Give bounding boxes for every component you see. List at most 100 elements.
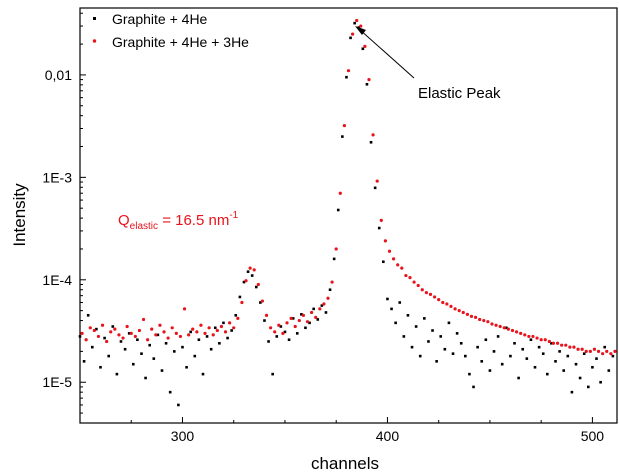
data-point bbox=[91, 346, 94, 349]
data-point bbox=[216, 329, 219, 332]
data-point bbox=[142, 318, 145, 321]
y-tick-label: 1E-5 bbox=[42, 374, 72, 390]
data-point bbox=[183, 307, 186, 310]
data-point bbox=[325, 311, 328, 314]
y-tick-label: 0,01 bbox=[45, 67, 72, 83]
data-point bbox=[431, 329, 434, 332]
data-point bbox=[87, 314, 90, 317]
data-point bbox=[83, 360, 86, 363]
data-point bbox=[444, 348, 447, 351]
data-point bbox=[517, 377, 520, 380]
data-point bbox=[603, 346, 606, 349]
data-point bbox=[374, 187, 377, 190]
data-point bbox=[485, 338, 488, 341]
data-point bbox=[173, 350, 176, 353]
data-point bbox=[552, 342, 555, 345]
data-point bbox=[415, 325, 418, 328]
data-point bbox=[230, 329, 233, 332]
data-point bbox=[121, 336, 124, 339]
data-point bbox=[214, 326, 217, 329]
data-point bbox=[386, 298, 389, 301]
data-point bbox=[589, 350, 592, 353]
data-point bbox=[244, 279, 247, 282]
data-point bbox=[222, 322, 225, 325]
data-point bbox=[253, 268, 256, 271]
data-point bbox=[421, 288, 424, 291]
data-point bbox=[480, 360, 483, 363]
data-point bbox=[239, 296, 242, 299]
data-point bbox=[425, 291, 428, 294]
data-point bbox=[226, 337, 229, 340]
q-base: Q bbox=[118, 212, 130, 229]
data-point bbox=[367, 78, 370, 81]
data-point bbox=[148, 344, 151, 347]
data-point bbox=[224, 330, 227, 333]
data-point bbox=[152, 357, 155, 360]
data-point bbox=[609, 352, 612, 355]
data-point bbox=[306, 320, 309, 323]
data-point bbox=[544, 338, 547, 341]
data-point bbox=[353, 22, 356, 25]
data-point bbox=[575, 363, 578, 366]
data-point bbox=[571, 391, 574, 394]
data-point bbox=[460, 342, 463, 345]
data-point bbox=[220, 325, 223, 328]
data-point bbox=[493, 350, 496, 353]
data-point bbox=[437, 298, 440, 301]
data-point bbox=[382, 260, 385, 263]
data-point bbox=[126, 325, 129, 328]
legend-marker-graphite-4he bbox=[93, 17, 96, 20]
data-point bbox=[116, 373, 119, 376]
data-point bbox=[448, 322, 451, 325]
data-point bbox=[97, 335, 100, 338]
data-point bbox=[179, 335, 182, 338]
data-point bbox=[199, 324, 202, 327]
data-point bbox=[79, 335, 82, 338]
data-point bbox=[476, 346, 479, 349]
data-point bbox=[583, 352, 586, 355]
data-point bbox=[591, 366, 594, 369]
data-point bbox=[452, 352, 455, 355]
data-point bbox=[326, 297, 329, 300]
legend: Graphite + 4He Graphite + 4He + 3He bbox=[93, 11, 249, 50]
data-point bbox=[519, 332, 522, 335]
data-point bbox=[296, 332, 299, 335]
data-point bbox=[556, 342, 559, 345]
data-point bbox=[175, 332, 178, 335]
data-point bbox=[298, 319, 301, 322]
data-point bbox=[380, 219, 383, 222]
legend-label-graphite-4he-3he: Graphite + 4He + 3He bbox=[112, 34, 249, 50]
data-point bbox=[335, 247, 338, 250]
data-point bbox=[105, 340, 108, 343]
data-point bbox=[595, 357, 598, 360]
data-point bbox=[482, 319, 485, 322]
data-point bbox=[333, 258, 336, 261]
data-point bbox=[501, 363, 504, 366]
data-point bbox=[441, 301, 444, 304]
elastic-peak-annotation: Elastic Peak bbox=[355, 26, 501, 102]
data-point bbox=[419, 355, 422, 358]
data-point bbox=[388, 250, 391, 253]
data-point bbox=[269, 326, 272, 329]
data-point bbox=[107, 355, 110, 358]
data-point bbox=[489, 369, 492, 372]
data-point bbox=[433, 295, 436, 298]
data-point bbox=[202, 373, 205, 376]
data-point bbox=[345, 76, 348, 79]
data-point bbox=[376, 179, 379, 182]
data-point bbox=[285, 321, 288, 324]
data-point bbox=[558, 350, 561, 353]
data-point bbox=[281, 332, 284, 335]
data-point bbox=[171, 326, 174, 329]
data-point bbox=[218, 342, 221, 345]
data-point bbox=[585, 350, 588, 353]
data-point bbox=[535, 336, 538, 339]
data-point bbox=[371, 133, 374, 136]
data-point bbox=[111, 325, 114, 328]
data-point bbox=[564, 344, 567, 347]
data-point bbox=[154, 333, 157, 336]
data-point bbox=[189, 331, 192, 334]
data-point bbox=[466, 313, 469, 316]
data-point bbox=[234, 314, 237, 317]
data-point bbox=[403, 335, 406, 338]
